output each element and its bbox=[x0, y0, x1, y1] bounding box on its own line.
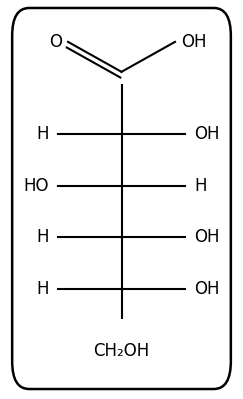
Text: H: H bbox=[36, 228, 49, 247]
Text: OH: OH bbox=[194, 228, 220, 247]
Text: H: H bbox=[36, 280, 49, 298]
Text: OH: OH bbox=[194, 280, 220, 298]
Text: O: O bbox=[49, 33, 62, 51]
Text: OH: OH bbox=[194, 124, 220, 143]
Text: HO: HO bbox=[23, 176, 49, 195]
Text: OH: OH bbox=[181, 33, 207, 51]
Text: CH₂OH: CH₂OH bbox=[93, 342, 150, 360]
Text: H: H bbox=[36, 124, 49, 143]
Text: H: H bbox=[194, 176, 207, 195]
